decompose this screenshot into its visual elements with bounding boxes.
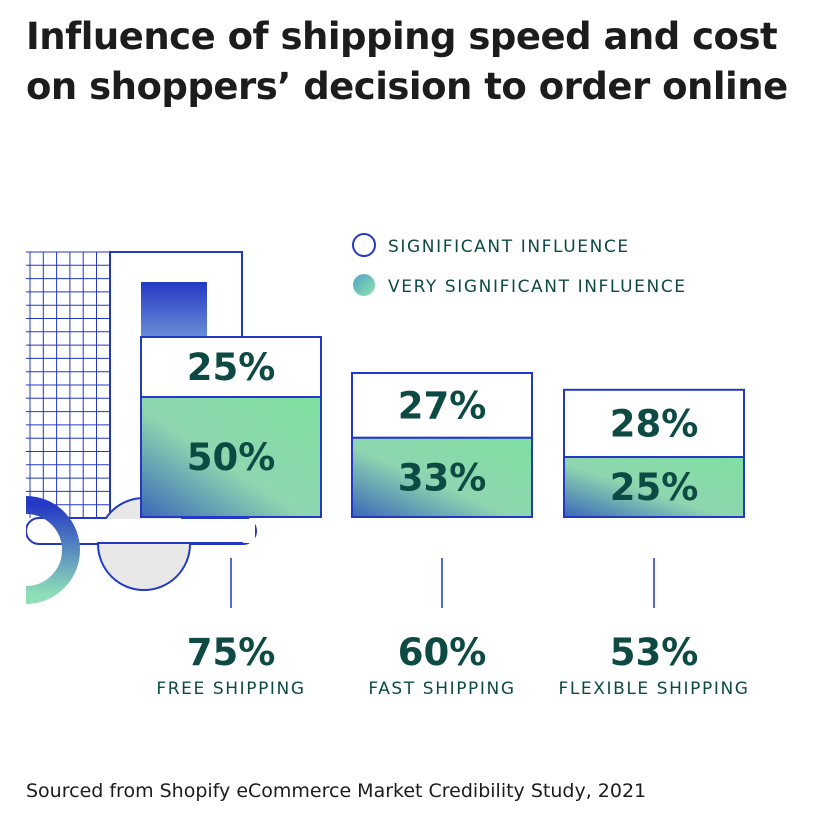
left-edge-mask (0, 200, 26, 620)
label-significant-3: 28% (610, 402, 699, 445)
legend-marker-significant (352, 233, 376, 257)
category-label-2: FAST SHIPPING (368, 679, 515, 699)
bar-very-significant-3 (563, 456, 745, 518)
label-very-significant-2: 33% (398, 456, 487, 499)
total-label-3: 53% (610, 631, 699, 674)
bar-significant-3 (563, 388, 745, 458)
legend-marker-very-significant (353, 274, 375, 296)
label-significant-1: 25% (187, 346, 276, 389)
truck-grid (26, 251, 111, 518)
label-very-significant-1: 50% (187, 436, 276, 479)
truck-illustration (0, 200, 257, 620)
chart-title: Influence of shipping speed and cost on … (26, 15, 788, 108)
legend: SIGNIFICANT INFLUENCE VERY SIGNIFICANT I… (352, 233, 687, 297)
category-label-1: FREE SHIPPING (156, 679, 305, 699)
source-note: Sourced from Shopify eCommerce Market Cr… (26, 780, 647, 802)
bar-very-significant-2 (351, 436, 533, 518)
label-very-significant-3: 25% (610, 466, 699, 509)
bar-very-significant-1 (140, 396, 322, 518)
category-label-3: FLEXIBLE SHIPPING (558, 679, 749, 699)
bar-significant-1 (140, 336, 322, 398)
truck-window (141, 282, 207, 338)
total-label-1: 75% (187, 631, 276, 674)
legend-label-very-significant: VERY SIGNIFICANT INFLUENCE (388, 277, 687, 297)
truck-base-cover (97, 519, 255, 543)
legend-label-significant: SIGNIFICANT INFLUENCE (388, 237, 630, 257)
total-label-2: 60% (398, 631, 487, 674)
label-significant-2: 27% (398, 384, 487, 427)
bars: 25% 50% 75% FREE SHIPPING 27% 33% 60% FAST SHIP… (140, 336, 749, 699)
